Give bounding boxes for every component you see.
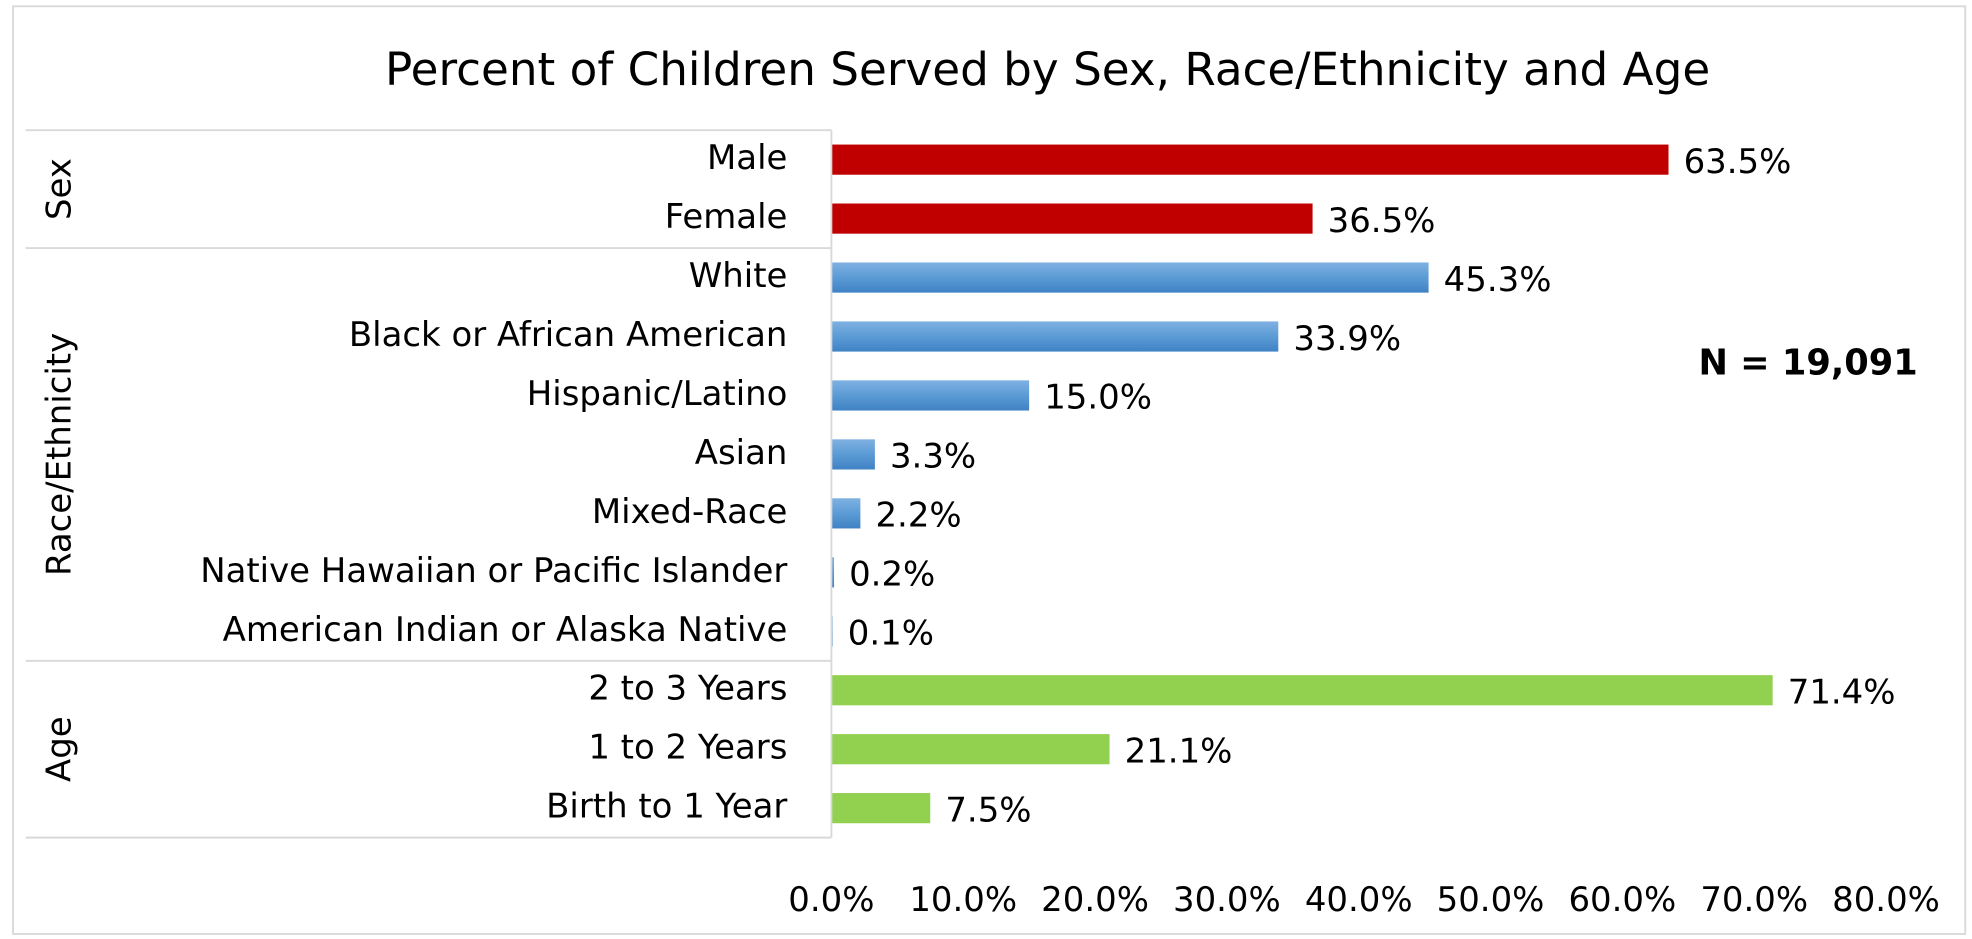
x-tick-label: 60.0% bbox=[1568, 881, 1676, 920]
bar bbox=[831, 498, 861, 529]
category-label: American Indian or Alaska Native bbox=[223, 611, 788, 650]
x-tick-label: 70.0% bbox=[1700, 881, 1808, 920]
x-tick-label: 30.0% bbox=[1173, 881, 1281, 920]
value-label: 15.0% bbox=[1044, 379, 1152, 418]
category-label: Male bbox=[707, 139, 787, 178]
value-label: 0.2% bbox=[849, 556, 935, 595]
category-label: Mixed-Race bbox=[592, 493, 788, 532]
x-tick-label: 50.0% bbox=[1437, 881, 1545, 920]
x-tick-label: 20.0% bbox=[1041, 881, 1149, 920]
bar bbox=[831, 262, 1429, 293]
value-label: 7.5% bbox=[945, 791, 1031, 830]
category-label: 1 to 2 Years bbox=[588, 729, 787, 768]
category-label: Female bbox=[665, 198, 788, 237]
group-label: Age bbox=[40, 716, 79, 782]
value-label: 2.2% bbox=[875, 497, 961, 536]
bar bbox=[831, 734, 1110, 765]
x-tick-label: 80.0% bbox=[1832, 881, 1940, 920]
chart-title: Percent of Children Served by Sex, Race/… bbox=[385, 43, 1710, 96]
bar bbox=[831, 144, 1669, 175]
bar bbox=[831, 439, 875, 470]
x-tick-label: 40.0% bbox=[1305, 881, 1413, 920]
value-label: 36.5% bbox=[1328, 202, 1436, 241]
value-label: 71.4% bbox=[1788, 674, 1896, 713]
bar bbox=[831, 675, 1773, 706]
group-label: Race/Ethnicity bbox=[40, 333, 79, 576]
group-label: Sex bbox=[40, 158, 79, 220]
bar bbox=[831, 321, 1279, 352]
category-label: Native Hawaiian or Pacific Islander bbox=[200, 552, 787, 591]
bar bbox=[831, 380, 1030, 411]
annotation: N = 19,091 bbox=[1698, 343, 1917, 384]
category-label: 2 to 3 Years bbox=[588, 670, 787, 709]
x-tick-label: 0.0% bbox=[788, 881, 874, 920]
category-label: Black or African American bbox=[349, 316, 787, 355]
bar bbox=[831, 793, 931, 824]
bar bbox=[831, 557, 835, 588]
value-label: 21.1% bbox=[1125, 732, 1233, 771]
value-label: 33.9% bbox=[1293, 320, 1401, 359]
value-label: 0.1% bbox=[848, 615, 934, 654]
value-label: 63.5% bbox=[1684, 143, 1792, 182]
category-label: Birth to 1 Year bbox=[546, 788, 787, 827]
bar bbox=[831, 203, 1313, 234]
category-label: Asian bbox=[695, 434, 788, 473]
category-label: Hispanic/Latino bbox=[527, 375, 788, 414]
value-label: 45.3% bbox=[1444, 261, 1552, 300]
category-label: White bbox=[689, 257, 788, 296]
x-tick-label: 10.0% bbox=[909, 881, 1017, 920]
value-label: 3.3% bbox=[890, 438, 976, 477]
